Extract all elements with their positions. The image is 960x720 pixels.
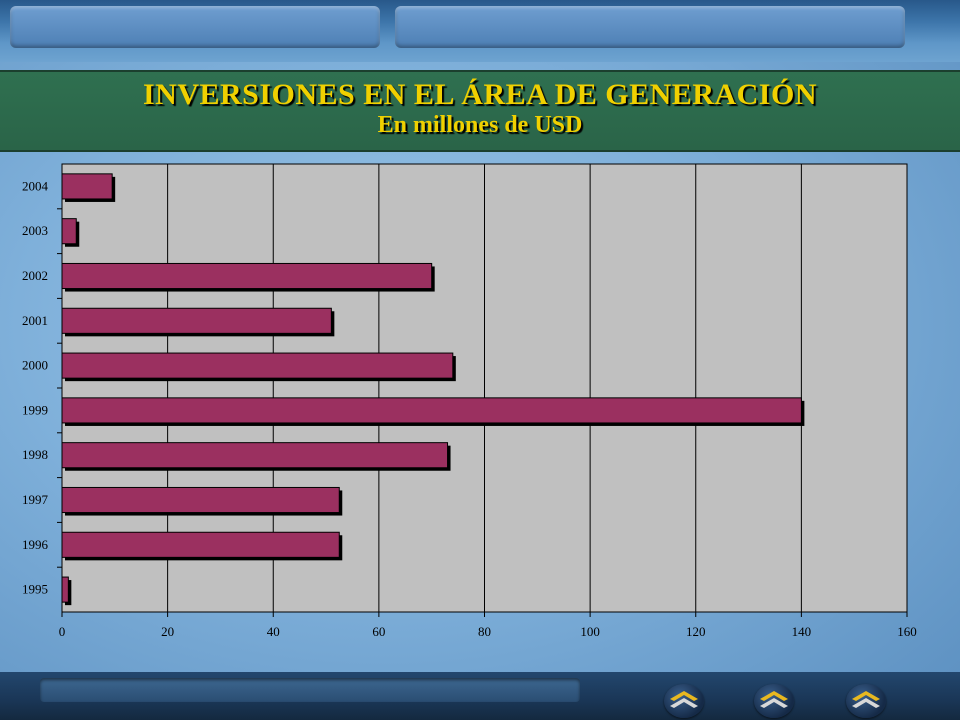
y-tick-label: 2000 [22,358,48,373]
bar [61,576,69,603]
top-frame-panel-right [395,6,905,48]
y-tick-label: 1997 [22,492,49,507]
x-tick-label: 80 [478,624,491,639]
y-tick-label: 2001 [22,313,48,328]
bar [61,397,802,424]
bar [61,531,340,558]
bar [61,442,449,469]
nav-button-1[interactable] [664,684,704,718]
x-tick-label: 100 [580,624,600,639]
bottom-bar [0,672,960,720]
bar [61,262,433,290]
x-tick-label: 160 [897,624,917,639]
chevron-up-gold-icon [760,691,788,708]
nav-button-2[interactable] [754,684,794,718]
chart-title: INVERSIONES EN EL ÁREA DE GENERACIÓN [143,78,817,111]
bar [61,218,77,245]
bar [61,307,332,334]
chevron-up-gold-icon [852,691,880,708]
x-tick-label: 120 [686,624,706,639]
top-frame [0,0,960,62]
y-tick-label: 2003 [22,223,48,238]
title-band: INVERSIONES EN EL ÁREA DE GENERACIÓN En … [0,70,960,152]
y-tick-label: 1996 [22,537,49,552]
x-tick-label: 60 [372,624,385,639]
y-tick-label: 1999 [22,402,48,417]
bar [61,486,340,514]
bottom-bar-slot [40,678,580,702]
bar [61,352,454,379]
x-tick-label: 140 [792,624,812,639]
top-frame-panel-left [10,6,380,48]
y-tick-label: 1998 [22,447,48,462]
x-tick-label: 40 [267,624,280,639]
x-tick-label: 20 [161,624,174,639]
chevron-up-gold-icon [670,691,698,708]
y-tick-label: 1995 [22,582,48,597]
bar-chart: 0 20 40 60 80 100 120 140 160 2004 2003 2002 2001 200… [22,163,917,639]
bar [61,173,113,200]
nav-button-3[interactable] [846,684,886,718]
x-tick-label: 0 [59,624,66,639]
y-tick-label: 2004 [22,178,49,193]
y-tick-label: 2002 [22,268,48,283]
chart-subtitle: En millones de USD [377,112,583,138]
